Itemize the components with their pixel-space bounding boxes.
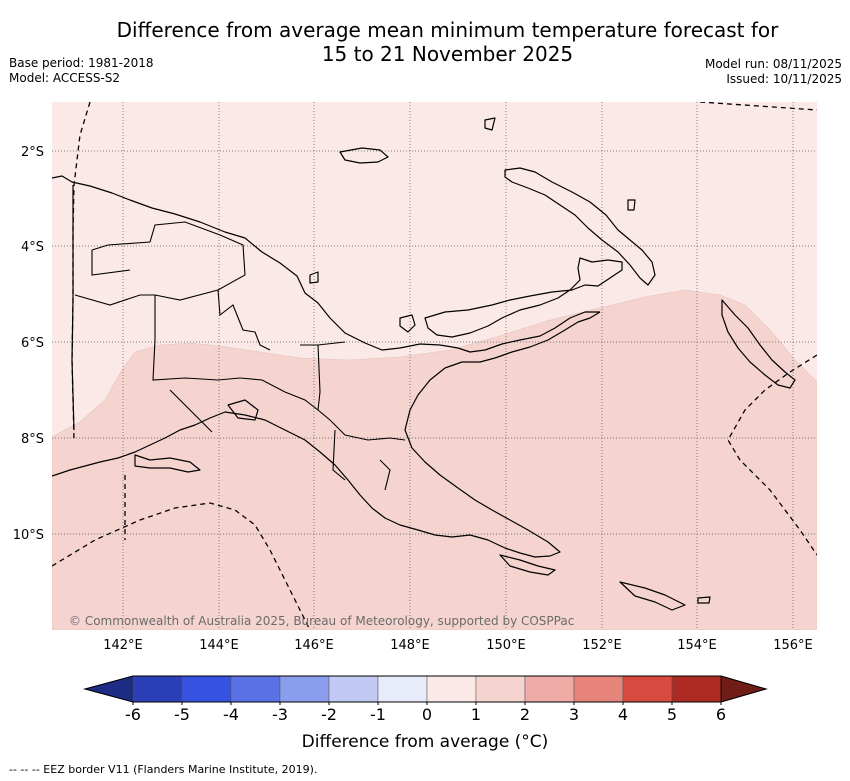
colorbar-segment bbox=[279, 675, 330, 703]
misc-islands-3 bbox=[627, 199, 636, 211]
colorbar-tick-label: -6 bbox=[125, 705, 141, 724]
lon-label-152e: 152°E bbox=[582, 638, 622, 653]
base-period: Base period: 1981-2018 bbox=[9, 56, 154, 70]
manus-island bbox=[339, 147, 389, 164]
lon-label-148e: 148°E bbox=[390, 638, 430, 653]
lat-label-8s: 8°S bbox=[21, 432, 44, 447]
model-run: Model run: 08/11/2025 bbox=[704, 57, 842, 71]
south-coast-islands bbox=[134, 454, 201, 473]
lon-label-156e: 156°E bbox=[773, 638, 813, 653]
model-name: Model: ACCESS-S2 bbox=[9, 71, 121, 85]
title-line-1: Difference from average mean minimum tem… bbox=[116, 18, 779, 42]
map-area: © Commonwealth of Australia 2025, Bureau… bbox=[52, 102, 817, 630]
lon-labels: 142°E 144°E 146°E 148°E 150°E 152°E 154°… bbox=[103, 638, 813, 653]
lon-label-144e: 144°E bbox=[199, 638, 239, 653]
colorbar-tick-label: -2 bbox=[321, 705, 337, 724]
lat-label-10s: 10°S bbox=[13, 528, 44, 543]
colorbar-segment bbox=[524, 675, 575, 703]
graticule bbox=[52, 102, 817, 630]
title-line-2: 15 to 21 November 2025 bbox=[321, 42, 574, 66]
colorbar-tick-label: -5 bbox=[174, 705, 190, 724]
colorbar-tick-label: 6 bbox=[716, 705, 726, 724]
colorbar-segment bbox=[671, 675, 722, 703]
colorbar-segment bbox=[328, 675, 379, 703]
colorbar-segment bbox=[377, 675, 428, 703]
lat-labels: 2°S 4°S 6°S 8°S 10°S bbox=[13, 145, 44, 543]
chart-title: Difference from average mean minimum tem… bbox=[80, 18, 815, 66]
issued-date: Issued: 10/11/2025 bbox=[726, 72, 842, 86]
colorbar-tick-label: -1 bbox=[370, 705, 386, 724]
colorbar-tick-label: 1 bbox=[471, 705, 481, 724]
misc-islands-1 bbox=[399, 314, 416, 333]
bougainville bbox=[721, 299, 796, 389]
colorbar-segment bbox=[230, 675, 281, 703]
colorbar-extend-low bbox=[83, 675, 134, 703]
colorbar-segment bbox=[181, 675, 232, 703]
lat-label-4s: 4°S bbox=[21, 240, 44, 255]
meta-right: Model run: 08/11/2025 Issued: 10/11/2025 bbox=[705, 57, 842, 87]
province-borders bbox=[74, 221, 406, 491]
colorbar-segment bbox=[426, 675, 477, 703]
colorbar-segment bbox=[475, 675, 526, 703]
new-guinea-south-coast bbox=[52, 311, 601, 558]
meta-left: Base period: 1981-2018 Model: ACCESS-S2 bbox=[9, 56, 154, 86]
colorbar-segment bbox=[622, 675, 673, 703]
south-islands bbox=[499, 554, 556, 576]
colorbar-segment bbox=[132, 675, 183, 703]
misc-islands-5 bbox=[227, 399, 259, 421]
lon-label-154e: 154°E bbox=[677, 638, 717, 653]
colorbar: -6 -5 -4 -3 -2 -1 0 1 2 3 4 5 6 bbox=[83, 675, 768, 724]
colorbar-tick-label: 0 bbox=[422, 705, 432, 724]
lat-label-2s: 2°S bbox=[21, 145, 44, 160]
colorbar-extend-high bbox=[720, 675, 768, 703]
new-britain bbox=[424, 257, 623, 338]
png-border bbox=[71, 185, 75, 431]
louisiade-islands bbox=[619, 581, 686, 611]
lon-label-142e: 142°E bbox=[103, 638, 143, 653]
new-guinea-north-coast bbox=[52, 175, 600, 353]
colorbar-tick-label: 3 bbox=[569, 705, 579, 724]
copyright-text: © Commonwealth of Australia 2025, Bureau… bbox=[69, 614, 574, 628]
colorbar-title: Difference from average (°C) bbox=[301, 732, 549, 752]
colorbar-tick-label: 5 bbox=[667, 705, 677, 724]
colorbar-tick-label: -3 bbox=[272, 705, 288, 724]
misc-islands-2 bbox=[484, 117, 496, 131]
lon-label-150e: 150°E bbox=[486, 638, 526, 653]
lon-label-146e: 146°E bbox=[294, 638, 334, 653]
colorbar-segment bbox=[573, 675, 624, 703]
colorbar-tick-label: 4 bbox=[618, 705, 628, 724]
colorbar-tick-label: -4 bbox=[223, 705, 239, 724]
misc-islands-6 bbox=[697, 596, 711, 604]
coastlines bbox=[52, 117, 796, 611]
colorbar-tick-label: 2 bbox=[520, 705, 530, 724]
footer-legend: -- -- -- EEZ border V11 (Flanders Marine… bbox=[9, 763, 318, 776]
lat-label-6s: 6°S bbox=[21, 336, 44, 351]
misc-islands-4 bbox=[309, 271, 319, 284]
region-cat-1-2 bbox=[52, 289, 817, 630]
new-ireland bbox=[504, 167, 656, 286]
